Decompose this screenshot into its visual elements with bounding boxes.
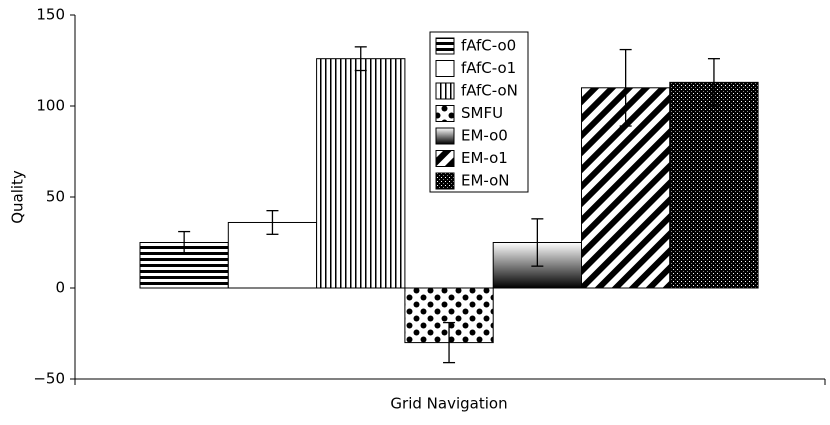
legend-label: SMFU	[461, 104, 503, 122]
legend-swatch	[435, 37, 455, 55]
legend-label: fAfC-o0	[461, 37, 516, 55]
error-bar	[443, 321, 456, 364]
error-bar	[266, 209, 279, 235]
bar	[669, 81, 759, 289]
error-bar	[619, 48, 632, 127]
y-axis-label: Quality	[9, 170, 27, 224]
y-tick-label: −50	[33, 370, 65, 388]
legend-swatch	[435, 82, 455, 100]
y-tick-label: 50	[46, 188, 65, 206]
error-bar	[178, 230, 191, 255]
y-tick-label: 150	[36, 6, 65, 24]
y-tick-label: 100	[36, 97, 65, 115]
error-bar	[354, 46, 367, 72]
legend-label: EM-o1	[461, 149, 508, 167]
y-tick-label: 0	[55, 279, 65, 297]
legend-label: EM-o0	[461, 127, 508, 145]
legend-swatch	[435, 60, 455, 77]
legend-swatch	[435, 150, 455, 167]
legend-swatch	[435, 105, 455, 122]
legend-label: fAfC-oN	[461, 82, 518, 100]
error-bar	[531, 218, 544, 267]
x-category-label: Grid Navigation	[390, 395, 507, 413]
error-bar	[707, 58, 720, 107]
legend-swatch	[435, 127, 455, 145]
bar	[316, 58, 406, 289]
legend-label: EM-oN	[461, 172, 510, 190]
legend-swatch	[435, 172, 455, 190]
legend-label: fAfC-o1	[461, 59, 516, 77]
